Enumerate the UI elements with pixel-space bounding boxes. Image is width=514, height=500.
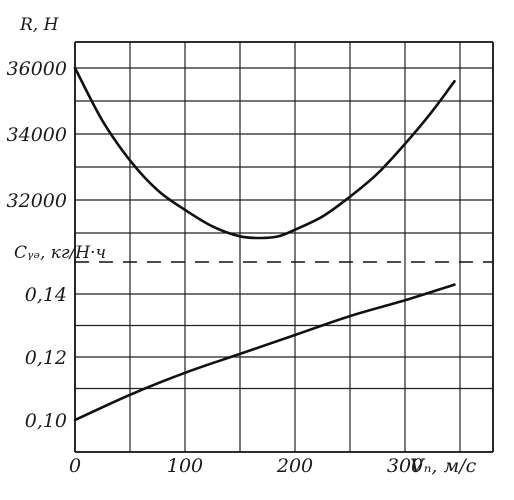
thrust-curve [73, 66, 456, 240]
x-axis-unit-label: Vₙ, м/c [410, 455, 477, 477]
y-tick-label-c: 0,14 [25, 284, 67, 306]
c-axis-title: Cᵧₔ, кг/H·ч [14, 243, 106, 263]
x-tick-label: 200 [276, 455, 313, 477]
specific-consumption-curve [73, 283, 456, 422]
x-tick-label: 300 [387, 455, 423, 477]
x-tick-label: 100 [167, 455, 203, 477]
y-tick-label-r: 36000 [7, 58, 67, 80]
label-layer: R, H Cᵧₔ, кг/H·ч Vₙ, м/c 36000 34000 32000… [7, 15, 477, 477]
y-tick-label-c: 0,10 [25, 410, 67, 432]
y-tick-label-r: 32000 [7, 190, 67, 212]
curve-layer [73, 66, 456, 422]
y-tick-label-c: 0,12 [25, 347, 67, 369]
frame-layer [74, 41, 494, 453]
y-tick-label-r: 34000 [7, 124, 67, 146]
x-tick-label: 0 [69, 455, 81, 477]
r-axis-title: R, H [19, 15, 60, 35]
